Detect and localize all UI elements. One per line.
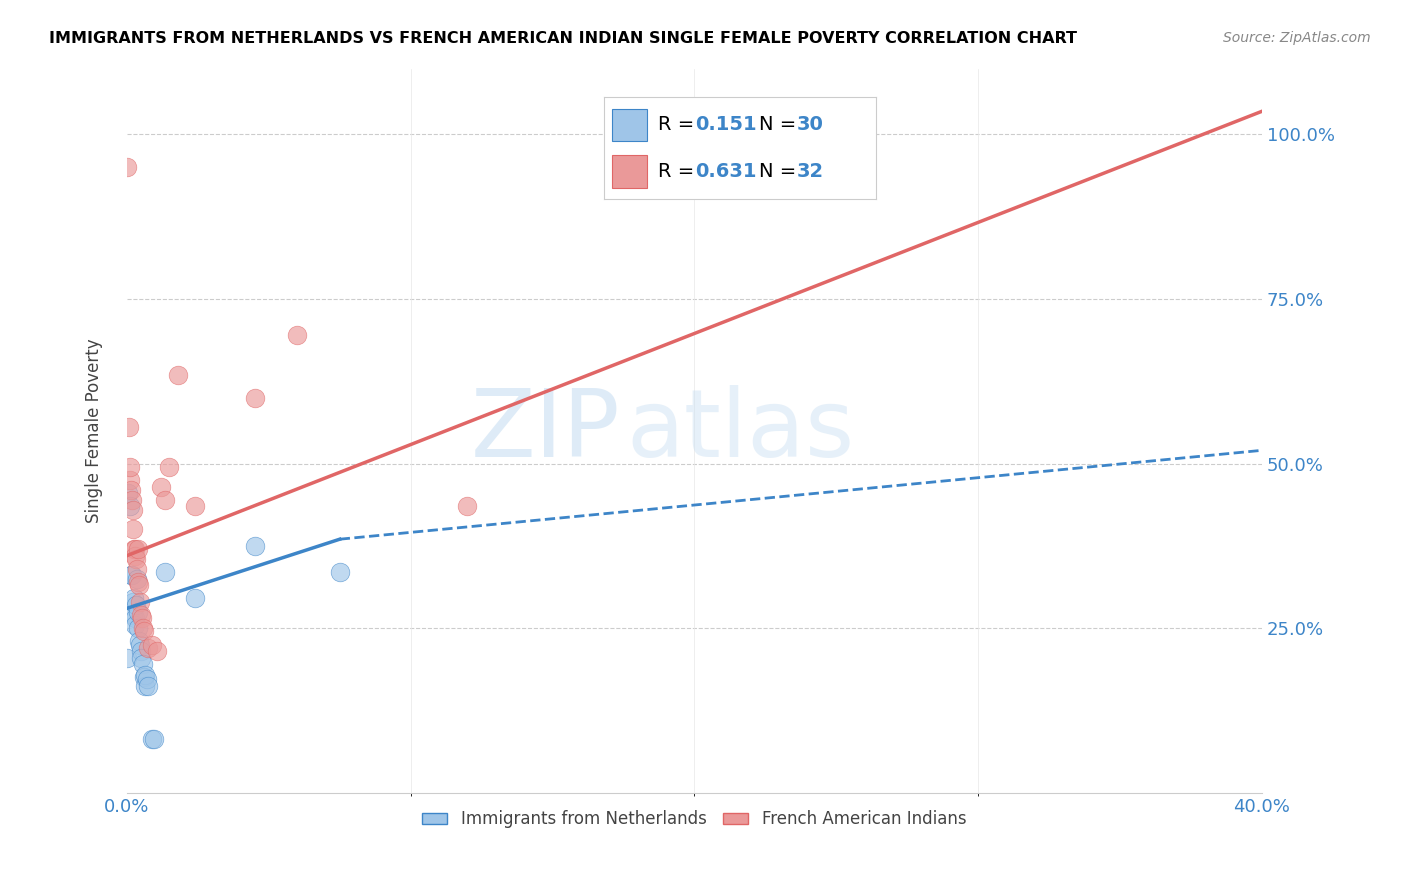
Point — [129, 595, 152, 609]
Y-axis label: Single Female Poverty: Single Female Poverty — [86, 338, 103, 523]
Point — [129, 638, 152, 652]
Point — [243, 539, 266, 553]
Point — [122, 607, 145, 622]
Point — [159, 459, 181, 474]
Point — [117, 650, 139, 665]
Text: Source: ZipAtlas.com: Source: ZipAtlas.com — [1223, 31, 1371, 45]
Point — [149, 479, 172, 493]
Point — [125, 598, 148, 612]
Point — [184, 591, 207, 606]
Point — [141, 731, 163, 746]
Point — [131, 611, 153, 625]
Point — [120, 483, 142, 497]
Point — [129, 650, 152, 665]
Point — [121, 502, 143, 516]
Point — [129, 607, 152, 622]
Point — [145, 644, 167, 658]
Point — [129, 644, 152, 658]
Point — [118, 473, 141, 487]
Point — [136, 679, 159, 693]
Point — [167, 368, 190, 382]
Point — [243, 391, 266, 405]
Point — [127, 542, 149, 557]
Point — [155, 492, 177, 507]
Point — [125, 552, 148, 566]
Point — [117, 161, 139, 175]
Point — [127, 574, 149, 589]
Point — [127, 621, 149, 635]
Point — [329, 565, 352, 579]
Point — [124, 542, 146, 557]
Point — [118, 420, 141, 434]
Point — [121, 568, 143, 582]
Legend: Immigrants from Netherlands, French American Indians: Immigrants from Netherlands, French Amer… — [416, 804, 973, 835]
Point — [131, 621, 153, 635]
Point — [456, 500, 478, 514]
Text: ZIP: ZIP — [471, 384, 620, 476]
Point — [128, 634, 150, 648]
Point — [117, 486, 139, 500]
Point — [134, 679, 156, 693]
Point — [134, 668, 156, 682]
Point — [125, 572, 148, 586]
Point — [128, 578, 150, 592]
Point — [142, 731, 165, 746]
Point — [155, 565, 177, 579]
Text: IMMIGRANTS FROM NETHERLANDS VS FRENCH AMERICAN INDIAN SINGLE FEMALE POVERTY CORR: IMMIGRANTS FROM NETHERLANDS VS FRENCH AM… — [49, 31, 1077, 46]
Text: atlas: atlas — [626, 384, 855, 476]
Point — [135, 672, 157, 686]
Point — [120, 459, 142, 474]
Point — [131, 657, 153, 672]
Point — [121, 595, 143, 609]
Point — [132, 624, 155, 639]
Point — [285, 328, 308, 343]
Point — [141, 638, 163, 652]
Point — [132, 670, 155, 684]
Point — [184, 500, 207, 514]
Point — [122, 591, 145, 606]
Point — [124, 549, 146, 563]
Point — [122, 542, 145, 557]
Point — [122, 522, 145, 536]
Point — [124, 617, 146, 632]
Point — [120, 568, 142, 582]
Point — [127, 605, 149, 619]
Point — [136, 640, 159, 655]
Point — [124, 611, 146, 625]
Point — [125, 562, 148, 576]
Point — [118, 500, 141, 514]
Point — [121, 492, 143, 507]
